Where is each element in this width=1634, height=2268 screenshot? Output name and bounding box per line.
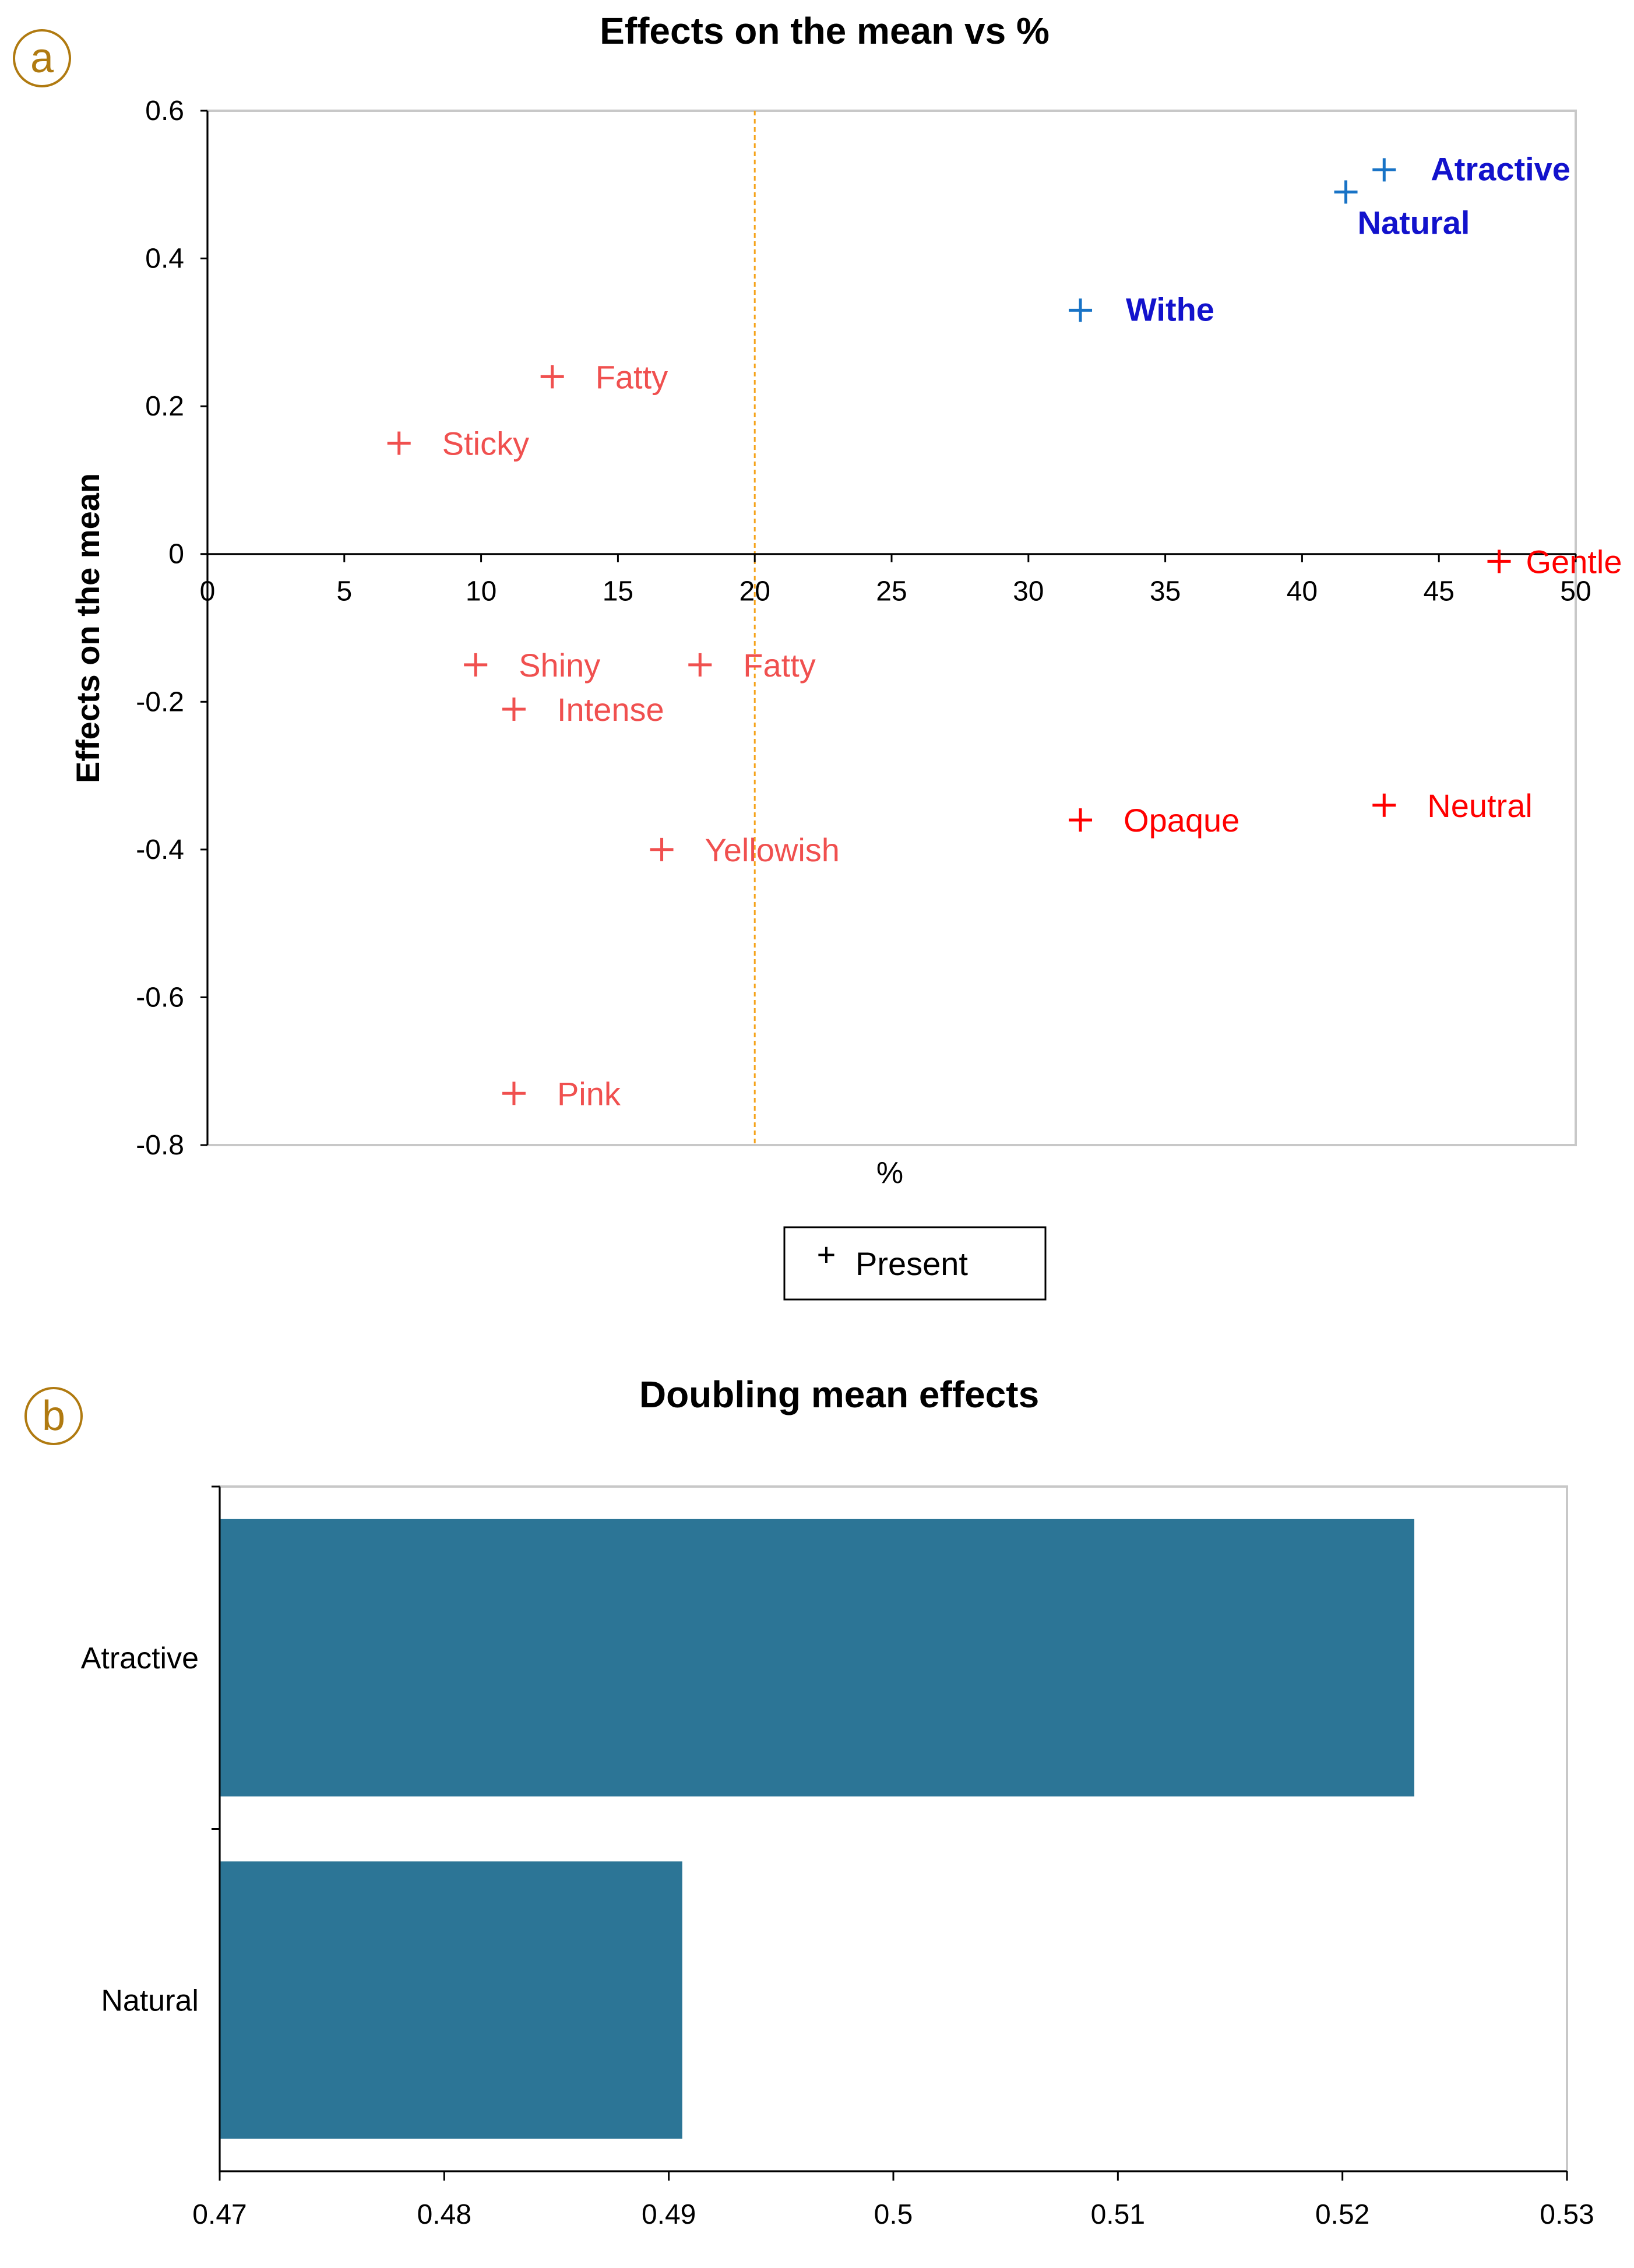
x-tick-label: 0 [200,576,216,607]
point-label: Atractive [1431,150,1570,187]
bar-title: Doubling mean effects [639,1374,1039,1415]
point-label: Pink [557,1075,621,1112]
bars [220,1519,1414,2139]
legend-label: Present [855,1245,968,1282]
y-tick-label: -0.8 [136,1130,184,1161]
bar-panel: b Doubling mean effects 0.47 0.48 0.49 0.5 0… [24,1374,1594,2230]
panel-a-badge: a [30,35,54,82]
panel-a-badge-circle [13,29,71,87]
y-ticks: -0.8 -0.6 -0.4 -0.2 0 0.2 0.4 0.6 [136,96,207,1161]
x-tick-label: 10 [466,576,496,607]
point-label: Fatty [596,358,668,395]
scatter-plot-area [206,110,1577,1146]
point-label: Shiny [519,647,600,684]
x-tick-label: 40 [1287,576,1318,607]
y-tick-label: -0.4 [136,834,184,865]
category-label: Natural [101,1984,199,2017]
x-axis-label: % [876,1156,903,1190]
bar-x-tick-label: 0.51 [1091,2199,1145,2230]
bar-x-tick-label: 0.53 [1540,2199,1594,2230]
bar-x-tick-label: 0.47 [192,2199,246,2230]
scatter-points: Atractive Natural Withe Fatty Sticky Gentle Sh… [387,150,1622,1112]
x-tick-label: 15 [603,576,633,607]
y-tick-label: 0.4 [145,244,184,274]
point-label: Intense [557,691,664,728]
y-tick-label: 0 [168,539,184,570]
point-label: Opaque [1124,802,1239,839]
bar-x-tick-label: 0.48 [417,2199,471,2230]
legend: + Present [783,1226,1047,1301]
bar-categories: Atractive Natural [81,1485,220,2017]
point-label: Gentle [1526,543,1622,580]
x-tick-label: 50 [1560,576,1591,607]
bar-x-tick-label: 0.52 [1315,2199,1369,2230]
x-ticks: 0 5 10 15 20 25 30 35 40 45 50 [200,554,1591,607]
bar [220,1861,682,2139]
bar-x-ticks: 0.47 0.48 0.49 0.5 0.51 0.52 0.53 [192,2171,1594,2230]
point-label: Withe [1126,291,1214,327]
point-label: Sticky [442,425,529,462]
y-axis-label: Effects on the mean [69,473,106,783]
x-tick-label: 45 [1424,576,1455,607]
point-label: Natural [1358,204,1470,241]
bar-x-tick-label: 0.5 [874,2199,913,2230]
y-tick-label: 0.6 [145,96,184,126]
y-tick-label: -0.6 [136,982,184,1013]
scatter-title: Effects on the mean vs % [600,10,1050,52]
legend-marker: + [817,1236,836,1273]
point-label: Neutral [1427,787,1533,824]
point-label: Fatty [743,647,815,684]
point-label: Yellowish [705,832,840,868]
panel-b-badge: b [42,1393,65,1439]
scatter-panel: a Effects on the mean vs % -0.8-0.6-0.4-… [13,10,1622,1301]
category-label: Atractive [81,1642,199,1675]
x-tick-label: 20 [739,576,770,607]
bar-x-tick-label: 0.49 [642,2199,696,2230]
y-tick-label: 0.2 [145,391,184,422]
x-tick-label: 25 [876,576,907,607]
panel-b-badge-circle [24,1387,83,1445]
x-tick-label: 30 [1013,576,1044,607]
y-tick-label: -0.2 [136,686,184,717]
legend-box [783,1226,1047,1301]
bar [220,1519,1414,1797]
x-tick-label: 35 [1150,576,1181,607]
x-tick-label: 5 [336,576,352,607]
